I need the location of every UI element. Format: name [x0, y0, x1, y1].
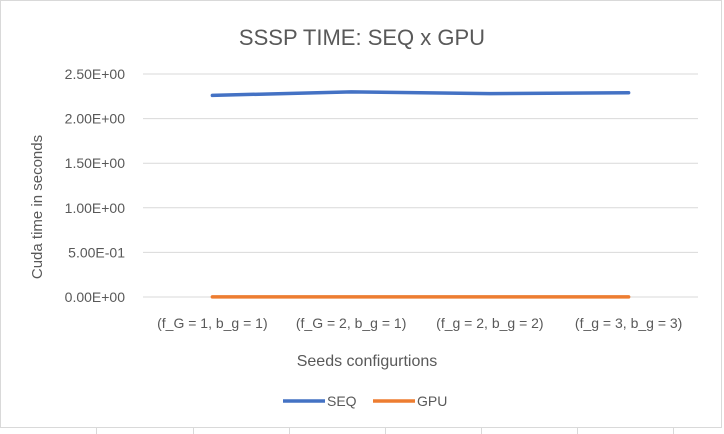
sheet-column-divider	[673, 428, 674, 434]
y-axis-tick-labels: 0.00E+00 5.00E-01 1.00E+00 1.50E+00 2.00E+00…	[65, 66, 126, 305]
chart-title: SSSP TIME: SEQ x GPU	[239, 25, 485, 50]
gridlines	[143, 73, 698, 298]
x-tick-label: (f_g = 3, b_g = 3)	[575, 315, 682, 331]
y-tick-label: 1.50E+00	[65, 155, 126, 171]
x-tick-label: (f_G = 2, b_g = 1)	[296, 315, 407, 331]
sheet-column-divider	[577, 428, 578, 434]
legend-label-gpu: GPU	[417, 393, 447, 409]
y-tick-label: 1.00E+00	[65, 200, 126, 216]
sheet-column-divider	[193, 428, 194, 434]
x-tick-label: (f_g = 2, b_g = 2)	[436, 315, 543, 331]
sheet-column-divider	[481, 428, 482, 434]
y-tick-label: 2.50E+00	[65, 66, 126, 82]
x-axis-label: Seeds configurtions	[297, 353, 438, 370]
legend-label-seq: SEQ	[327, 393, 357, 409]
series-lines	[210, 90, 631, 299]
series-line-seq	[210, 90, 631, 98]
sheet-column-divider	[96, 428, 97, 434]
x-axis-tick-labels: (f_G = 1, b_g = 1) (f_G = 2, b_g = 1) (f_g…	[157, 315, 682, 331]
legend: SEQ GPU	[283, 393, 447, 409]
y-tick-label: 2.00E+00	[65, 111, 126, 127]
sheet-column-divider	[385, 428, 386, 434]
y-tick-label: 5.00E-01	[68, 244, 125, 260]
x-tick-label: (f_G = 1, b_g = 1)	[157, 315, 268, 331]
sheet-background	[0, 428, 724, 434]
y-tick-label: 0.00E+00	[65, 289, 126, 305]
sheet-column-divider	[289, 428, 290, 434]
y-axis-label: Cuda time in seconds	[29, 135, 46, 279]
